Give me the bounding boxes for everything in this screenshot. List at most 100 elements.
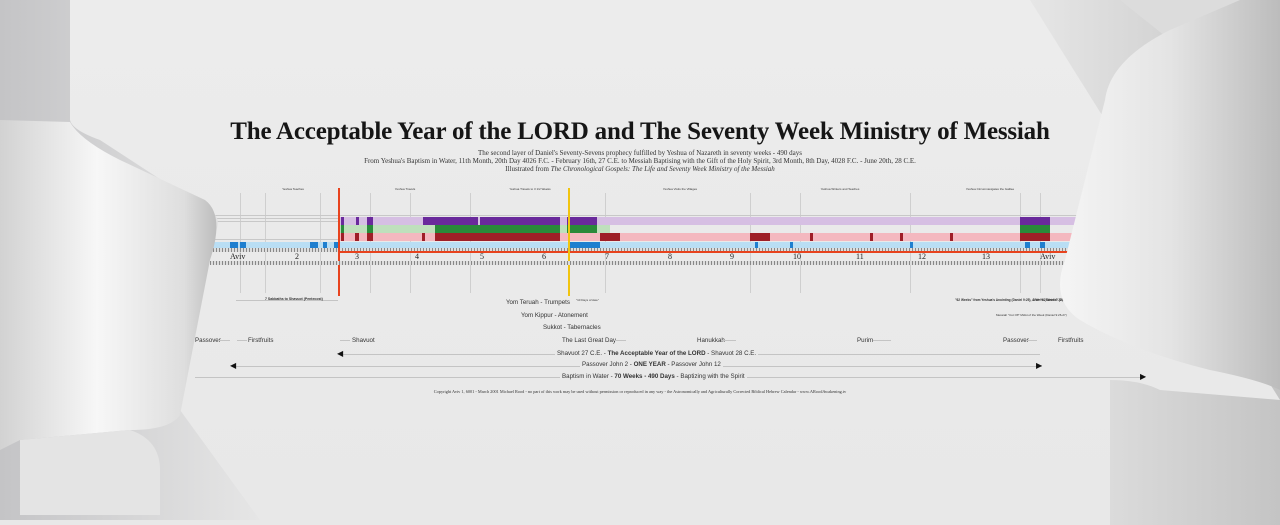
red-block [355, 233, 359, 241]
feast-passover-2: Passover [1003, 337, 1029, 344]
purple-block [480, 217, 560, 225]
month-label: 9 [730, 252, 734, 261]
month-label: 6 [542, 252, 546, 261]
span-arrow-left-icon: ◀ [230, 361, 237, 370]
ministry-timeline: Yeshua Teaches Yeshua Travels Yeshua Tra… [210, 187, 1120, 298]
feast-connector [614, 340, 626, 341]
blue-block [1025, 242, 1030, 248]
month-label: 10 [793, 252, 801, 261]
seventy-weeks-label: Baptism in Water - 70 Weeks - 490 Days -… [560, 373, 747, 380]
seventy-pre: Baptism in Water - [562, 373, 615, 380]
feast-yom-kippur: Yom Kippur - Atonement [521, 312, 588, 319]
days-of-awe-label: "10 Days of Awe" [576, 298, 599, 302]
month-label: 8 [668, 252, 672, 261]
red-block [810, 233, 813, 241]
month-row: Aviv 2 3 4 5 6 7 8 9 10 11 12 13 Aviv [210, 252, 1120, 261]
seventy-bold: 70 Weeks - 490 Days [614, 373, 675, 380]
seventy-post: - Baptizing with the Spirit [674, 373, 745, 380]
one-year-pre: Passover John 2 - [582, 361, 634, 368]
blue-block [570, 242, 600, 248]
red-block [480, 233, 560, 241]
blue-band [210, 242, 1120, 248]
month-label: 12 [918, 252, 926, 261]
one-year-post: - Passover John 12 [665, 361, 721, 368]
sabbaths-span-line [236, 300, 338, 301]
blue-block [910, 242, 913, 248]
feast-passover-1: Passover [195, 337, 221, 344]
red-block [1020, 233, 1050, 241]
feast-connector [340, 340, 350, 341]
feast-firstfruits-2: Firstfruits [1058, 337, 1084, 344]
acceptable-year-bold: The Acceptable Year of the LORD [607, 350, 706, 357]
red-block [600, 233, 620, 241]
purple-block [567, 217, 597, 225]
sabbaths-span-label: 7 Sabbaths to Shavuot (Pentecost) [265, 297, 323, 301]
feast-connector [722, 340, 736, 341]
feast-yom-teruah: Yom Teruah - Trumpets [506, 299, 570, 306]
red-block [367, 233, 373, 241]
subtitle-line-2: From Yeshua's Baptism in Water, 11th Mon… [364, 157, 916, 165]
green-block [435, 225, 480, 233]
feast-hanukkah: Hanukkah [697, 337, 725, 344]
feast-connector [237, 340, 247, 341]
poster-title: The Acceptable Year of the LORD and The … [230, 118, 1050, 145]
red-band [340, 233, 1120, 241]
purple-block [1020, 217, 1050, 225]
day-ticks-lower [210, 261, 1120, 265]
red-block [900, 233, 903, 241]
month-label: 7 [605, 252, 609, 261]
cut-off-note: Messiah "Cut Off" Midst of the Week (Dan… [996, 313, 1067, 317]
feast-purim: Purim [857, 337, 874, 344]
illustrated-prefix: Illustrated from [505, 165, 551, 173]
blue-block [755, 242, 758, 248]
green-block [341, 225, 344, 233]
event-annotation: Yeshua Visits the Villages [662, 187, 698, 191]
illustrated-source: The Chronological Gospels: The Life and … [550, 165, 775, 173]
month-label: Aviv [1040, 252, 1056, 261]
blue-block [334, 242, 340, 248]
event-annotation: Yeshua Circumnavigates the Galilee [965, 187, 1015, 191]
span-arrow-right-icon: ▶ [1036, 361, 1043, 370]
green-block [367, 225, 373, 233]
blue-block [323, 242, 327, 248]
red-block [422, 233, 425, 241]
event-annotation: Yeshua Travels [394, 187, 416, 191]
blue-block [790, 242, 793, 248]
row-line [210, 215, 1120, 216]
month-label: 3 [355, 252, 359, 261]
feast-firstfruits-1: Firstfruits [248, 337, 274, 344]
feast-shavuot: Shavuot [352, 337, 375, 344]
green-block [480, 225, 560, 233]
month-label: 5 [480, 252, 484, 261]
acceptable-year-pre: Shavuot 27 C.E. - [557, 350, 608, 357]
purple-block [356, 217, 359, 225]
copyright-line: Copyright Aviv 1, 6001 - March 2001 Mich… [433, 389, 847, 394]
event-annotation: Yeshua Teaches [282, 187, 304, 191]
green-block [1020, 225, 1050, 233]
red-block [435, 233, 480, 241]
red-block [950, 233, 953, 241]
purple-band [340, 217, 1120, 225]
purple-block [341, 217, 344, 225]
month-label: 2 [295, 252, 299, 261]
red-block [750, 233, 770, 241]
red-block [341, 233, 344, 241]
feast-connector [873, 340, 891, 341]
day-ticks [210, 248, 1120, 252]
purple-block [423, 217, 478, 225]
span-arrow-right-icon: ▶ [1140, 372, 1147, 381]
event-annotation: Yeshua Travels to 3 1/2 Weeks [509, 187, 551, 191]
one-week-note: 1 Week (Daniel 9:27) [1033, 298, 1063, 302]
baptism-marker-line [338, 188, 340, 296]
trumpets-marker-line [568, 188, 570, 296]
month-label: 13 [982, 252, 990, 261]
event-annotation: Yeshua Winters and Teaches [820, 187, 860, 191]
month-label: 11 [856, 252, 864, 261]
feast-connector [1027, 340, 1037, 341]
subtitle-line-1: The second layer of Daniel's Seventy-Sev… [478, 149, 802, 157]
green-block [567, 225, 597, 233]
feast-sukkot: Sukkot - Tabernacles [543, 324, 601, 331]
one-year-label: Passover John 2 - ONE YEAR - Passover Jo… [580, 361, 723, 368]
ministry-line [338, 251, 1068, 253]
acceptable-year-label: Shavuot 27 C.E. - The Acceptable Year of… [555, 350, 759, 357]
